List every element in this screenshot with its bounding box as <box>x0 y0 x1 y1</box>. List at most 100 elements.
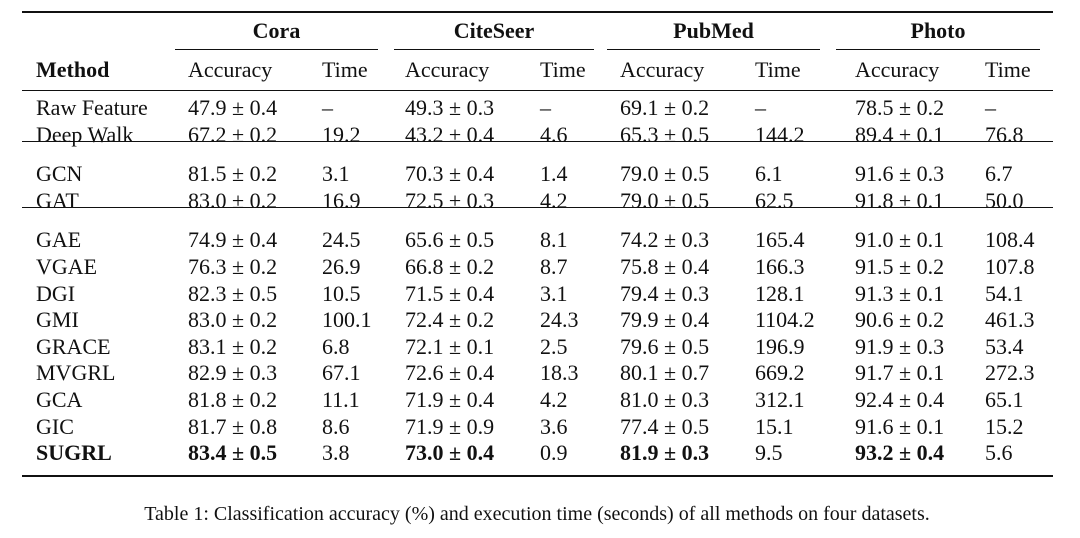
method-name: GMI <box>36 307 79 333</box>
cell: 91.6 ± 0.3 <box>855 161 945 187</box>
cell: 79.0 ± 0.5 <box>620 161 710 187</box>
cell: 80.1 ± 0.7 <box>620 360 710 386</box>
cell: – <box>985 95 996 120</box>
column-header: Accuracy <box>620 57 705 82</box>
cell: 4.2 <box>540 187 568 213</box>
cell: 24.3 <box>540 307 579 333</box>
cell: 65.6 ± 0.5 <box>405 227 495 253</box>
cell: 669.2 <box>755 360 805 386</box>
cell: 6.7 <box>985 161 1013 187</box>
cell: 100.1 <box>322 307 372 333</box>
cell: 0.9 <box>540 440 568 466</box>
cell: 71.9 ± 0.4 <box>405 387 495 412</box>
cell: 79.4 ± 0.3 <box>620 280 710 306</box>
caption: Table 1: Classification accuracy (%) and… <box>144 503 930 525</box>
method-name: GRACE <box>36 333 111 359</box>
cell: 75.8 ± 0.4 <box>620 254 710 279</box>
cell: 3.1 <box>540 280 568 306</box>
cell: 91.5 ± 0.2 <box>855 254 945 279</box>
rule <box>22 11 1053 13</box>
column-header: Accuracy <box>188 57 273 82</box>
cell: 71.5 ± 0.4 <box>405 280 495 306</box>
cell: 65.1 <box>985 387 1024 412</box>
cell: 15.2 <box>985 413 1024 439</box>
method-name: GCA <box>36 387 83 412</box>
rule <box>22 207 1053 209</box>
cell: 83.1 ± 0.2 <box>188 333 278 359</box>
cell: 67.1 <box>322 360 361 386</box>
cell: 18.3 <box>540 360 579 386</box>
cell: 166.3 <box>755 254 805 279</box>
column-header: Time <box>755 57 801 82</box>
cell: 76.3 ± 0.2 <box>188 254 278 279</box>
cell: 107.8 <box>985 254 1035 279</box>
group-header: CiteSeer <box>453 18 535 43</box>
cell: 79.9 ± 0.4 <box>620 307 710 333</box>
cell: 71.9 ± 0.9 <box>405 413 495 439</box>
cell: 69.1 ± 0.2 <box>620 95 710 120</box>
cell: 5.6 <box>985 440 1013 466</box>
cell: 43.2 ± 0.4 <box>405 121 495 147</box>
cell: 1.4 <box>540 161 568 187</box>
cell: 81.0 ± 0.3 <box>620 387 710 412</box>
cell: 62.5 <box>755 187 794 213</box>
column-header: Time <box>985 57 1031 82</box>
cell: 77.4 ± 0.5 <box>620 413 710 439</box>
cell: 1104.2 <box>755 307 815 333</box>
rule <box>394 49 594 50</box>
method-name: GAT <box>36 187 79 213</box>
cell: 272.3 <box>985 360 1035 386</box>
cell: 65.3 ± 0.5 <box>620 121 710 147</box>
cell: 11.1 <box>322 387 360 412</box>
rule <box>22 475 1053 477</box>
cell: 26.9 <box>322 254 361 279</box>
cell: 67.2 ± 0.2 <box>188 121 278 147</box>
method-name: GAE <box>36 227 82 253</box>
cell: 108.4 <box>985 227 1035 253</box>
cell: 93.2 ± 0.4 <box>855 440 945 466</box>
column-header: Time <box>540 57 586 82</box>
cell: 70.3 ± 0.4 <box>405 161 495 187</box>
cell: 4.6 <box>540 121 568 147</box>
cell: 6.1 <box>755 161 783 187</box>
column-header: Time <box>322 57 368 82</box>
cell: 72.1 ± 0.1 <box>405 333 495 359</box>
cell: 82.9 ± 0.3 <box>188 360 278 386</box>
cell: 76.8 <box>985 121 1024 147</box>
cell: 2.5 <box>540 333 568 359</box>
method-name: Deep Walk <box>36 121 134 147</box>
column-header: Accuracy <box>855 57 940 82</box>
cell: 83.0 ± 0.2 <box>188 187 278 213</box>
group-header: Photo <box>910 18 966 43</box>
cell: 128.1 <box>755 280 805 306</box>
cell: 91.3 ± 0.1 <box>855 280 945 306</box>
cell: 196.9 <box>755 333 805 359</box>
method-name: SUGRL <box>36 440 112 466</box>
rule <box>607 49 820 50</box>
cell: 79.6 ± 0.5 <box>620 333 710 359</box>
cell: 89.4 ± 0.1 <box>855 121 945 147</box>
cell: 8.6 <box>322 413 350 439</box>
cell: 66.8 ± 0.2 <box>405 254 495 279</box>
cell: 74.2 ± 0.3 <box>620 227 710 253</box>
cell: 91.8 ± 0.1 <box>855 187 945 213</box>
cell: 312.1 <box>755 387 805 412</box>
method-name: DGI <box>36 280 76 306</box>
cell: – <box>540 95 551 120</box>
method-name: VGAE <box>36 254 98 279</box>
cell: 461.3 <box>985 307 1035 333</box>
cell: 3.1 <box>322 161 350 187</box>
rule <box>22 90 1053 91</box>
method-name: GCN <box>36 161 83 187</box>
cell: 78.5 ± 0.2 <box>855 95 945 120</box>
cell: 10.5 <box>322 280 361 306</box>
cell: 81.8 ± 0.2 <box>188 387 278 412</box>
cell: 165.4 <box>755 227 805 253</box>
cell: 91.7 ± 0.1 <box>855 360 945 386</box>
cell: 72.6 ± 0.4 <box>405 360 495 386</box>
cell: 90.6 ± 0.2 <box>855 307 945 333</box>
cell: 16.9 <box>322 187 361 213</box>
cell: 72.4 ± 0.2 <box>405 307 495 333</box>
cell: 8.1 <box>540 227 568 253</box>
